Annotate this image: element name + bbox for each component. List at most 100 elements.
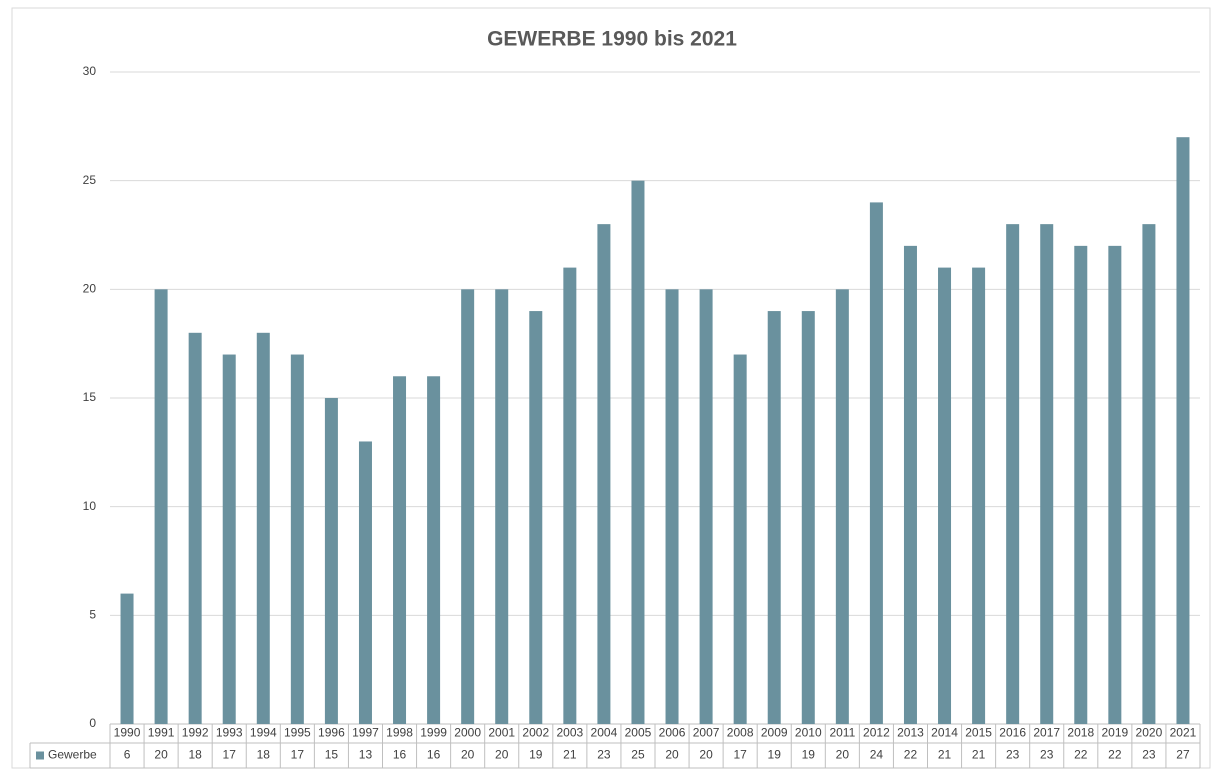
x-tick-label: 2017 [1033, 726, 1060, 740]
table-value: 20 [495, 748, 509, 762]
bar [665, 289, 679, 724]
x-tick-label: 2019 [1101, 726, 1128, 740]
bar [767, 311, 781, 724]
x-tick-label: 2020 [1136, 726, 1163, 740]
y-tick-label: 15 [83, 390, 97, 404]
x-tick-label: 2010 [795, 726, 822, 740]
x-tick-label: 2015 [965, 726, 992, 740]
y-tick-label: 25 [83, 173, 97, 187]
x-tick-label: 2004 [591, 726, 618, 740]
x-tick-label: 2007 [693, 726, 720, 740]
x-tick-label: 1999 [420, 726, 447, 740]
legend-label: Gewerbe [48, 748, 97, 762]
bar [188, 332, 202, 724]
x-tick-label: 2013 [897, 726, 924, 740]
bar [290, 354, 304, 724]
x-tick-label: 2014 [931, 726, 958, 740]
x-tick-label: 2012 [863, 726, 890, 740]
table-value: 23 [1006, 748, 1020, 762]
x-tick-label: 2000 [454, 726, 481, 740]
table-value: 23 [597, 748, 611, 762]
bar [393, 376, 407, 724]
bar [154, 289, 168, 724]
bar [938, 267, 952, 724]
bar [835, 289, 849, 724]
table-value: 20 [665, 748, 679, 762]
bar [597, 224, 611, 724]
bar [120, 593, 134, 724]
bar [1176, 137, 1190, 724]
bar [495, 289, 509, 724]
table-value: 20 [699, 748, 713, 762]
bar [461, 289, 475, 724]
table-value: 21 [972, 748, 986, 762]
x-tick-label: 1991 [148, 726, 175, 740]
bar [699, 289, 713, 724]
table-value: 23 [1040, 748, 1054, 762]
bar [563, 267, 577, 724]
x-tick-label: 2005 [625, 726, 652, 740]
x-tick-label: 2016 [999, 726, 1026, 740]
x-tick-label: 1998 [386, 726, 413, 740]
bar [529, 311, 543, 724]
table-value: 22 [1074, 748, 1088, 762]
bar [1108, 245, 1122, 724]
table-value: 16 [393, 748, 407, 762]
table-value: 21 [938, 748, 952, 762]
x-tick-label: 2003 [556, 726, 583, 740]
bar [1006, 224, 1020, 724]
x-tick-label: 2011 [829, 726, 855, 740]
x-tick-label: 2002 [522, 726, 549, 740]
table-value: 17 [733, 748, 747, 762]
table-value: 13 [359, 748, 373, 762]
y-tick-label: 30 [83, 64, 97, 78]
x-tick-label: 2021 [1170, 726, 1197, 740]
bar [1142, 224, 1156, 724]
table-value: 19 [529, 748, 543, 762]
table-value: 6 [124, 748, 131, 762]
table-value: 22 [1108, 748, 1122, 762]
table-value: 19 [768, 748, 782, 762]
bar [1074, 245, 1088, 724]
bar [972, 267, 986, 724]
x-tick-label: 1997 [352, 726, 379, 740]
x-tick-label: 1992 [182, 726, 209, 740]
table-value: 22 [904, 748, 918, 762]
table-value: 18 [188, 748, 202, 762]
x-tick-label: 2001 [488, 726, 515, 740]
x-tick-label: 2018 [1067, 726, 1094, 740]
x-tick-label: 1995 [284, 726, 311, 740]
bar [869, 202, 883, 724]
table-value: 16 [427, 748, 441, 762]
table-value: 25 [631, 748, 645, 762]
table-value: 15 [325, 748, 339, 762]
bar [256, 332, 270, 724]
table-value: 24 [870, 748, 884, 762]
table-value: 17 [291, 748, 305, 762]
table-value: 21 [563, 748, 577, 762]
table-value: 17 [223, 748, 237, 762]
table-value: 19 [802, 748, 816, 762]
x-tick-label: 1993 [216, 726, 243, 740]
y-tick-label: 20 [83, 282, 97, 296]
x-tick-label: 1994 [250, 726, 277, 740]
x-tick-label: 2006 [659, 726, 686, 740]
x-tick-label: 1996 [318, 726, 345, 740]
legend-swatch [36, 751, 44, 760]
table-value: 20 [461, 748, 475, 762]
table-value: 23 [1142, 748, 1156, 762]
y-tick-label: 5 [89, 608, 96, 622]
y-tick-label: 10 [83, 499, 97, 513]
table-value: 20 [836, 748, 850, 762]
x-tick-label: 2008 [727, 726, 754, 740]
bar [631, 180, 645, 724]
bar [222, 354, 236, 724]
bar [733, 354, 747, 724]
bar [1040, 224, 1054, 724]
bar [801, 311, 815, 724]
bar [358, 441, 372, 724]
y-tick-label: 0 [89, 716, 96, 730]
bar [427, 376, 441, 724]
x-tick-label: 1990 [114, 726, 141, 740]
